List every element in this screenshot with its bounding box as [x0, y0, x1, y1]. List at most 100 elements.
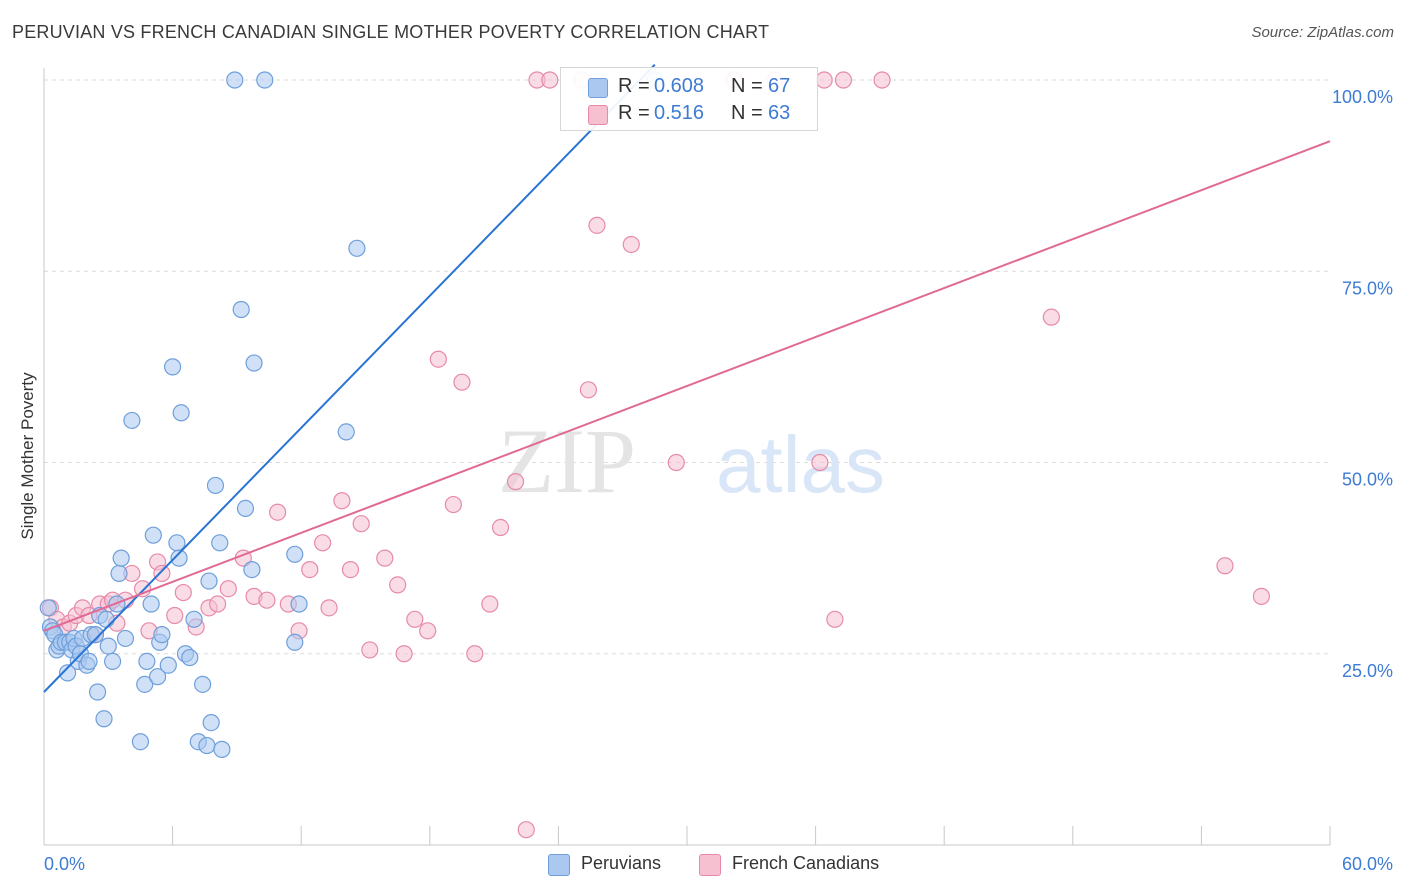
peruvians-point — [116, 629, 135, 648]
french-canadians-point — [541, 71, 559, 89]
french-canadians-point — [481, 595, 499, 613]
x-tick-label: 0.0% — [44, 854, 85, 874]
french-canadians-point — [376, 549, 394, 567]
french-canadians-points — [41, 71, 1271, 839]
french-canadians-point — [834, 71, 853, 89]
french-canadians-trend-line — [43, 140, 1331, 632]
peruvians-point — [170, 549, 188, 567]
n-value: 67 — [768, 75, 791, 97]
french-canadians-point — [209, 595, 227, 613]
peruvians-point — [103, 652, 122, 671]
french-canadians-point — [153, 564, 171, 583]
axes — [43, 68, 1331, 846]
peruvians-point — [153, 626, 171, 644]
french-canadians-point — [579, 381, 598, 399]
tick-labels: 25.0% 50.0% 75.0% 100.0% 0.0% 60.0% — [44, 87, 1393, 874]
r-value: 0.516 — [654, 102, 705, 124]
french-canadians-point — [341, 560, 360, 579]
french-canadians-point — [826, 610, 844, 628]
peruvians-point — [142, 595, 160, 613]
chart-title: PERUVIAN VS FRENCH CANADIAN SINGLE MOTHE… — [12, 22, 770, 42]
french-canadians-point — [320, 599, 338, 617]
peruvians-point — [39, 599, 57, 617]
peruvians-point — [144, 526, 162, 544]
watermark-atlas: atlas — [716, 420, 885, 509]
peruvians-point — [213, 740, 231, 758]
french-canadians-point — [389, 576, 407, 594]
peruvians-point — [131, 733, 150, 751]
french-canadians-point — [174, 583, 192, 602]
french-canadians-point — [314, 534, 332, 552]
french-canadians-point — [453, 373, 471, 391]
peruvians-point — [245, 354, 263, 372]
legend-label: French Canadians — [732, 853, 880, 873]
french-canadians-point — [588, 216, 606, 234]
peruvians-point — [337, 423, 355, 441]
watermark: ZIP atlas — [498, 410, 885, 512]
peruvians-point — [181, 648, 199, 667]
peruvians-point — [198, 736, 216, 755]
source-label: Source: ZipAtlas.com — [1251, 24, 1394, 41]
peruvians-point — [88, 683, 107, 701]
peruvians-trend-line — [43, 64, 656, 693]
peruvians-points — [39, 71, 664, 758]
peruvians-point — [110, 564, 128, 583]
french-canadians-point — [406, 610, 424, 628]
peruvians-point — [290, 595, 308, 613]
peruvians-point — [226, 71, 244, 89]
peruvians-point — [138, 652, 156, 671]
french-canadians-point — [395, 645, 413, 663]
peruvians-point — [200, 572, 218, 590]
r-label: R = — [618, 75, 650, 97]
peruvians-point — [80, 652, 98, 671]
peruvians-point — [172, 404, 190, 422]
r-value: 0.608 — [654, 75, 705, 97]
peruvians-point — [164, 358, 182, 376]
peruvians-point — [136, 675, 154, 693]
french-canadians-point — [873, 71, 891, 89]
peruvians-point — [286, 633, 304, 651]
french-canadians-point — [361, 641, 379, 659]
y-tick-label: 75.0% — [1342, 278, 1393, 298]
french-canadians-point — [1042, 308, 1060, 326]
peruvians-point — [185, 610, 203, 628]
peruvians-point — [232, 300, 250, 319]
peruvians-point — [97, 610, 115, 628]
peruvians-point — [58, 664, 77, 682]
n-label: N = — [731, 102, 763, 124]
french-canadians-point — [517, 821, 535, 839]
stats-row-french-canadians: R = 0.516 N = 63 — [561, 101, 817, 127]
peruvians-point — [286, 545, 304, 563]
peruvians-point — [256, 71, 274, 89]
legend-label: Peruvians — [581, 853, 662, 873]
peruvians-point — [236, 499, 255, 517]
peruvians-point — [95, 710, 113, 728]
r-label: R = — [618, 102, 650, 124]
peruvians-point — [123, 411, 141, 430]
peruvians-point — [86, 626, 105, 644]
french-canadians-point — [667, 453, 685, 472]
gridlines — [44, 79, 1330, 655]
french-canadians-swatch — [588, 105, 608, 125]
french-canadians-point — [269, 503, 287, 521]
n-value: 63 — [768, 102, 791, 124]
french-canadians-point — [466, 645, 484, 663]
stats-row-peruvians: R = 0.608 N = 67 — [561, 74, 817, 100]
stats-box: R = 0.608 N = 67 R = 0.516 N = 63 — [560, 67, 818, 131]
legend-swatch-french-canadians — [699, 854, 721, 876]
peruvians-point — [148, 668, 167, 686]
french-canadians-point — [258, 591, 276, 609]
peruvians-point — [348, 239, 366, 257]
french-canadians-point — [815, 71, 833, 89]
trend-lines — [43, 64, 1331, 693]
y-tick-label: 25.0% — [1342, 661, 1393, 681]
peruvians-point — [99, 637, 117, 655]
french-canadians-point — [219, 580, 237, 598]
legend-swatch-peruvians — [548, 854, 570, 876]
n-label: N = — [731, 75, 763, 97]
watermark-zip: ZIP — [498, 410, 636, 512]
french-canadians-point — [419, 622, 437, 640]
french-canadians-point — [301, 560, 319, 579]
french-canadians-point — [352, 515, 370, 533]
